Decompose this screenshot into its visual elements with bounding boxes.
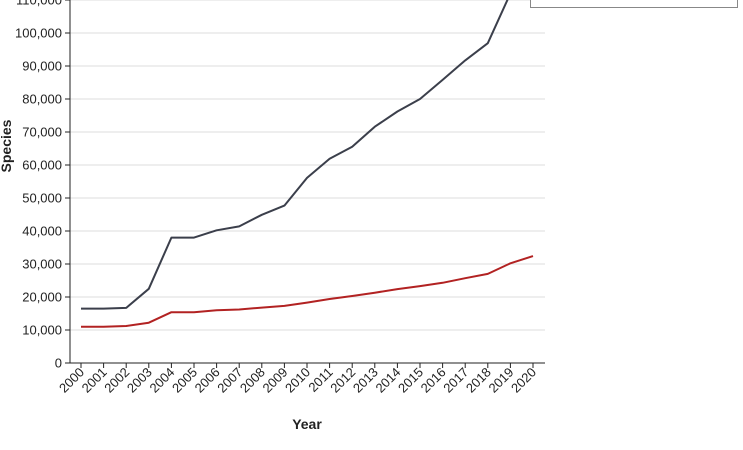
y-tick-label: 70,000 xyxy=(22,125,62,140)
y-axis-title: Species xyxy=(0,119,14,172)
y-tick-label: 100,000 xyxy=(15,26,62,41)
y-tick-label: 60,000 xyxy=(22,158,62,173)
series-lines xyxy=(81,0,534,328)
y-tick-labels: 0 10,000 20,000 30,000 40,000 50,000 60,000 70,… xyxy=(15,0,70,371)
y-tick-label: 0 xyxy=(55,356,62,371)
y-tick-label: 20,000 xyxy=(22,290,62,305)
x-tick-label: 2020 xyxy=(508,365,539,396)
legend xyxy=(530,0,738,8)
x-tick-labels: 2000200120022003200420052006200720082009… xyxy=(56,363,539,396)
x-axis-title: Year xyxy=(292,416,322,432)
series-line-1 xyxy=(81,0,509,310)
y-tick-label: 80,000 xyxy=(22,92,62,107)
y-tick-label: 40,000 xyxy=(22,224,62,239)
grid-lines xyxy=(70,0,545,331)
y-tick-label: 110,000 xyxy=(16,0,62,8)
y-tick-label: 90,000 xyxy=(22,59,62,74)
y-tick-label: 30,000 xyxy=(22,257,62,272)
y-tick-label: 50,000 xyxy=(22,191,62,206)
series-line-2 xyxy=(81,255,534,328)
y-tick-label: 10,000 xyxy=(22,323,62,338)
